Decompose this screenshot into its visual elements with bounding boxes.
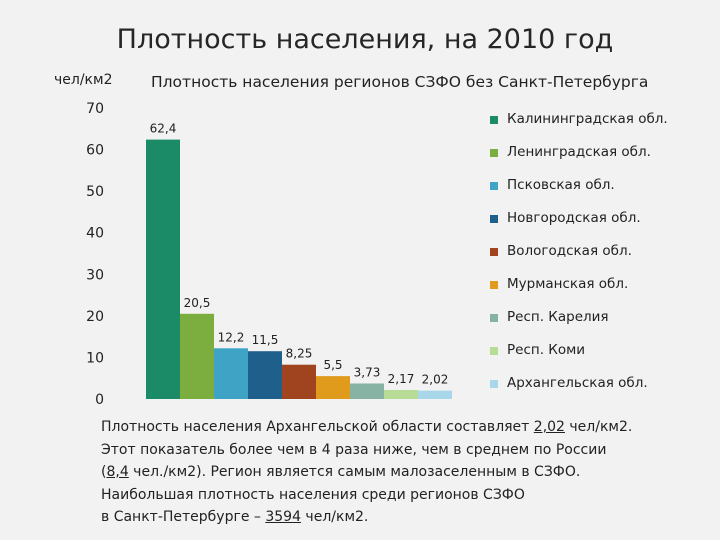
legend-item: Псковская обл. bbox=[490, 177, 668, 210]
note-text: Плотность населения Архангельской област… bbox=[101, 416, 701, 529]
data-label: 2,02 bbox=[422, 373, 449, 387]
legend-item: Вологодская обл. bbox=[490, 243, 668, 276]
data-label: 8,25 bbox=[286, 347, 313, 361]
bar bbox=[350, 383, 384, 399]
data-label: 11,5 bbox=[252, 333, 279, 347]
bar bbox=[316, 376, 350, 399]
legend-item: Мурманская обл. bbox=[490, 276, 668, 309]
note-value-arkhangelsk: 2,02 bbox=[533, 419, 565, 435]
y-tick-label: 20 bbox=[86, 309, 104, 325]
bar bbox=[418, 390, 452, 399]
legend-swatch bbox=[490, 116, 498, 124]
data-label: 2,17 bbox=[388, 372, 415, 386]
legend-swatch bbox=[490, 149, 498, 157]
y-tick-label: 60 bbox=[86, 143, 104, 159]
note-line-4: Наибольшая плотность населения среди рег… bbox=[101, 486, 525, 503]
legend-label: Калининградская обл. bbox=[507, 111, 668, 127]
legend-swatch bbox=[490, 281, 498, 289]
y-tick-label: 0 bbox=[95, 392, 104, 408]
note-value-russia: 8,4 bbox=[106, 464, 129, 480]
bar bbox=[282, 364, 316, 399]
bar bbox=[214, 348, 248, 399]
legend-label: Мурманская обл. bbox=[507, 276, 629, 292]
note-value-spb: 3594 bbox=[265, 509, 301, 525]
legend-item: Калининградская обл. bbox=[490, 111, 668, 144]
legend-label: Респ. Карелия bbox=[507, 309, 609, 325]
legend-label: Архангельская обл. bbox=[507, 375, 648, 391]
y-axis-unit-label: чел/км2 bbox=[54, 72, 113, 88]
chart-legend: Калининградская обл. Ленинградская обл. Пс… bbox=[490, 111, 668, 408]
legend-swatch bbox=[490, 347, 498, 355]
legend-label: Псковская обл. bbox=[507, 177, 615, 193]
legend-item: Респ. Коми bbox=[490, 342, 668, 375]
note-line-2: Этот показатель более чем в 4 раза ниже,… bbox=[101, 441, 607, 458]
legend-label: Вологодская обл. bbox=[507, 243, 632, 259]
legend-swatch bbox=[490, 182, 498, 190]
data-label: 62,4 bbox=[150, 122, 177, 136]
legend-label: Новгородская обл. bbox=[507, 210, 641, 226]
data-label: 3,73 bbox=[354, 365, 381, 379]
legend-label: Респ. Коми bbox=[507, 342, 586, 358]
y-tick-label: 30 bbox=[86, 267, 104, 283]
slide-title: Плотность населения, на 2010 год bbox=[116, 24, 614, 55]
y-tick-label: 10 bbox=[86, 350, 104, 366]
note-line-5: в Санкт-Петербурге – 3594 чел/км2. bbox=[101, 509, 369, 525]
data-label: 5,5 bbox=[323, 358, 342, 372]
note-line-1: Плотность населения Архангельской област… bbox=[101, 419, 633, 435]
legend-swatch bbox=[490, 248, 498, 256]
chart-title: Плотность населения регионов СЗФО без Са… bbox=[151, 73, 649, 91]
y-tick-label: 40 bbox=[86, 226, 104, 242]
legend-item: Респ. Карелия bbox=[490, 309, 668, 342]
bar bbox=[180, 313, 214, 399]
legend-item: Архангельская обл. bbox=[490, 375, 668, 408]
legend-swatch bbox=[490, 314, 498, 322]
y-tick-label: 70 bbox=[86, 101, 104, 117]
legend-swatch bbox=[490, 380, 498, 388]
bar bbox=[248, 351, 282, 399]
bar bbox=[146, 139, 180, 399]
legend-label: Ленинградская обл. bbox=[507, 144, 651, 160]
data-label: 20,5 bbox=[184, 296, 211, 310]
bar bbox=[384, 389, 418, 399]
y-tick-label: 50 bbox=[86, 184, 104, 200]
legend-item: Новгородская обл. bbox=[490, 210, 668, 243]
note-line-3: (8,4 чел./км2). Регион является самым ма… bbox=[101, 464, 581, 480]
legend-swatch bbox=[490, 215, 498, 223]
legend-item: Ленинградская обл. bbox=[490, 144, 668, 177]
data-label: 12,2 bbox=[218, 330, 245, 344]
